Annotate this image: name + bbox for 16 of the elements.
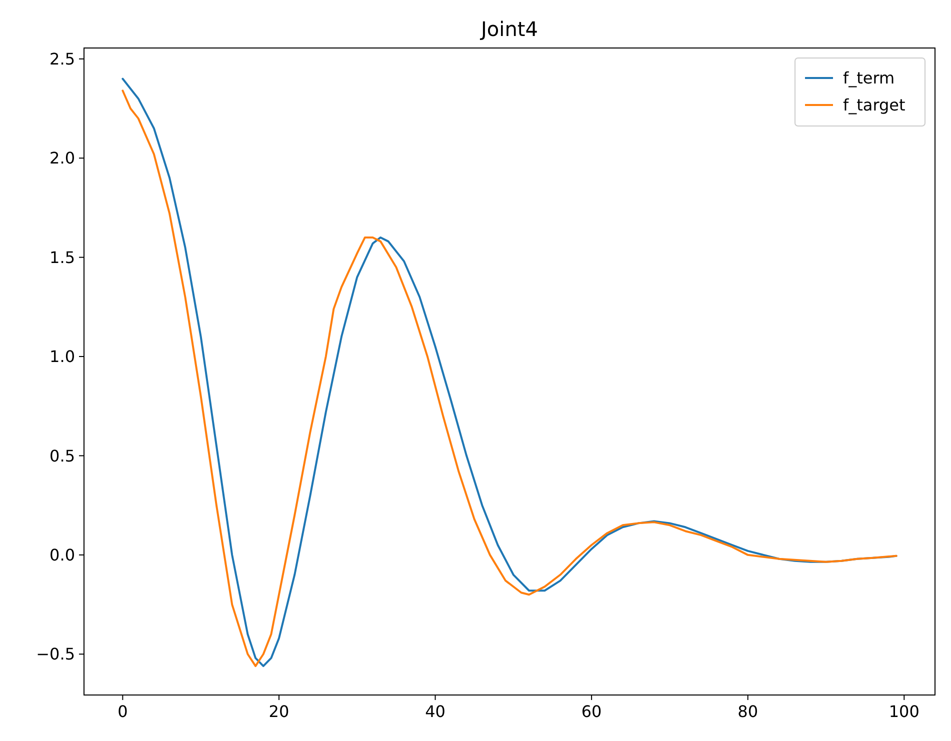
y-tick-label: 2.5 [50,50,75,69]
y-tick-label: 1.0 [50,347,75,366]
x-tick-label: 100 [888,702,920,721]
chart-title: Joint4 [479,17,538,41]
legend-label: f_target [843,96,906,115]
y-tick-label: 1.5 [50,248,75,267]
x-tick-label: 20 [268,702,290,721]
y-tick-label: 0.5 [50,446,75,466]
x-tick-label: 0 [118,702,128,721]
y-tick-label: 0.0 [50,546,75,565]
legend-label: f_term [843,68,895,88]
y-tick-label: −0.5 [36,644,75,664]
y-tick-label: 2.0 [50,148,75,168]
x-tick-label: 80 [738,702,758,721]
x-tick-label: 40 [425,702,446,721]
x-tick-label: 60 [581,702,602,721]
